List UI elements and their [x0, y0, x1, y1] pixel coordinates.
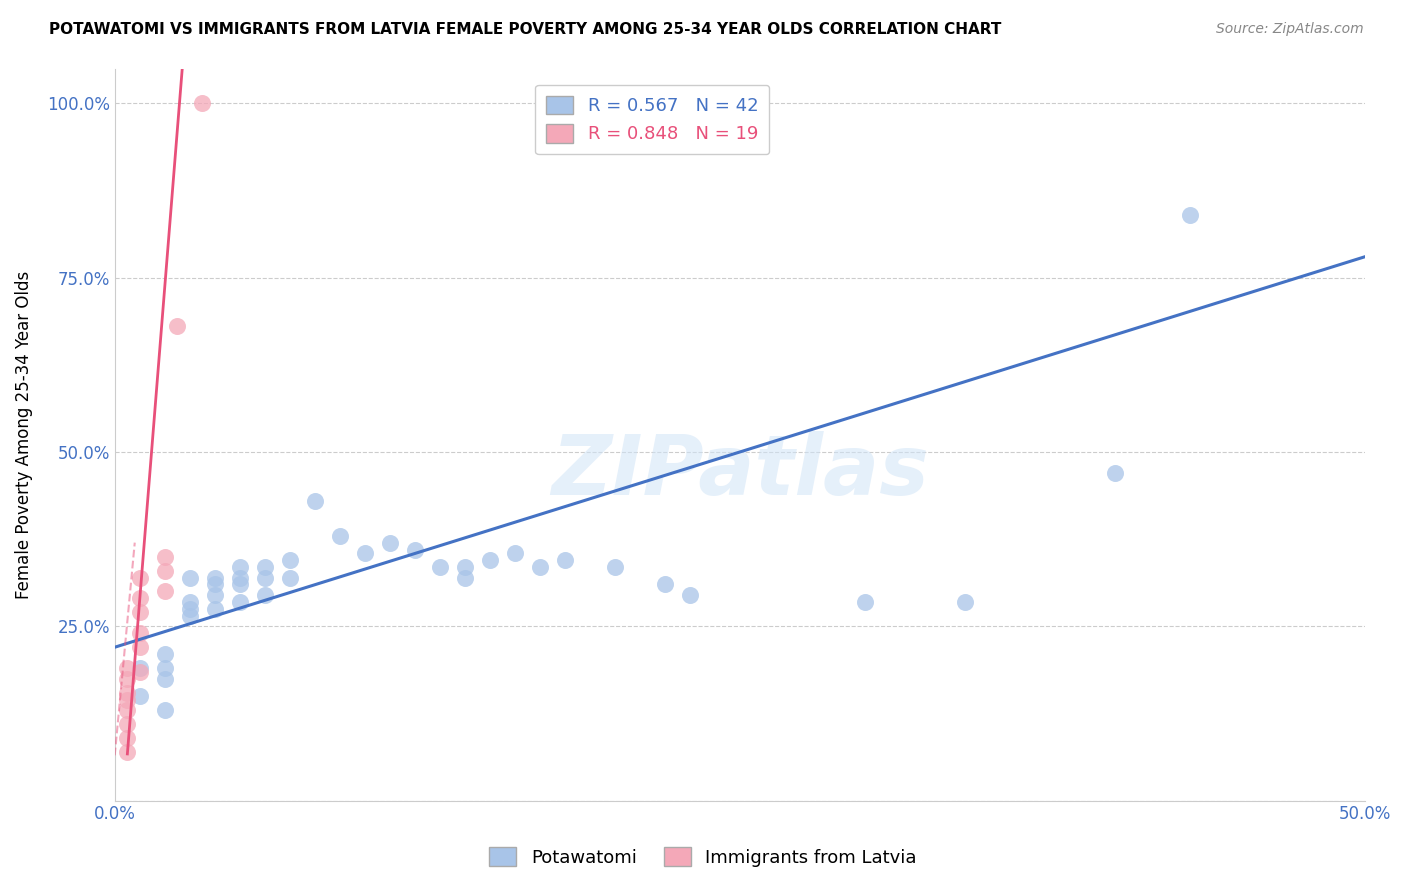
Point — [117, 661, 139, 675]
Point — [153, 647, 176, 661]
Point — [953, 595, 976, 609]
Point — [378, 535, 401, 549]
Point — [853, 595, 876, 609]
Point — [128, 626, 150, 640]
Point — [166, 319, 188, 334]
Point — [253, 570, 276, 584]
Point — [229, 570, 252, 584]
Point — [554, 553, 576, 567]
Point — [179, 602, 201, 616]
Point — [454, 570, 477, 584]
Point — [179, 595, 201, 609]
Point — [229, 595, 252, 609]
Point — [204, 570, 226, 584]
Legend: R = 0.567   N = 42, R = 0.848   N = 19: R = 0.567 N = 42, R = 0.848 N = 19 — [536, 85, 769, 154]
Point — [153, 703, 176, 717]
Point — [253, 588, 276, 602]
Point — [153, 661, 176, 675]
Point — [454, 560, 477, 574]
Point — [153, 549, 176, 564]
Point — [353, 546, 375, 560]
Point — [128, 606, 150, 620]
Point — [204, 577, 226, 591]
Point — [117, 685, 139, 699]
Point — [278, 570, 301, 584]
Y-axis label: Female Poverty Among 25-34 Year Olds: Female Poverty Among 25-34 Year Olds — [15, 270, 32, 599]
Text: POTAWATOMI VS IMMIGRANTS FROM LATVIA FEMALE POVERTY AMONG 25-34 YEAR OLDS CORREL: POTAWATOMI VS IMMIGRANTS FROM LATVIA FEM… — [49, 22, 1001, 37]
Point — [179, 608, 201, 623]
Point — [128, 689, 150, 703]
Point — [153, 672, 176, 686]
Point — [153, 564, 176, 578]
Text: Source: ZipAtlas.com: Source: ZipAtlas.com — [1216, 22, 1364, 37]
Point — [117, 703, 139, 717]
Point — [128, 640, 150, 655]
Point — [153, 584, 176, 599]
Point — [117, 745, 139, 759]
Point — [503, 546, 526, 560]
Point — [128, 570, 150, 584]
Point — [117, 731, 139, 745]
Point — [117, 672, 139, 686]
Point — [253, 560, 276, 574]
Point — [429, 560, 451, 574]
Point — [229, 577, 252, 591]
Point — [679, 588, 702, 602]
Point — [117, 717, 139, 731]
Point — [404, 542, 426, 557]
Point — [191, 96, 214, 111]
Text: ZIPatlas: ZIPatlas — [551, 431, 929, 512]
Point — [117, 692, 139, 706]
Point — [128, 661, 150, 675]
Point — [128, 591, 150, 606]
Point — [128, 665, 150, 679]
Point — [529, 560, 551, 574]
Legend: Potawatomi, Immigrants from Latvia: Potawatomi, Immigrants from Latvia — [482, 840, 924, 874]
Point — [204, 602, 226, 616]
Point — [304, 493, 326, 508]
Point — [1178, 208, 1201, 222]
Point — [278, 553, 301, 567]
Point — [229, 560, 252, 574]
Point — [654, 577, 676, 591]
Point — [329, 529, 352, 543]
Point — [1104, 466, 1126, 480]
Point — [204, 588, 226, 602]
Point — [478, 553, 501, 567]
Point — [603, 560, 626, 574]
Point — [179, 570, 201, 584]
